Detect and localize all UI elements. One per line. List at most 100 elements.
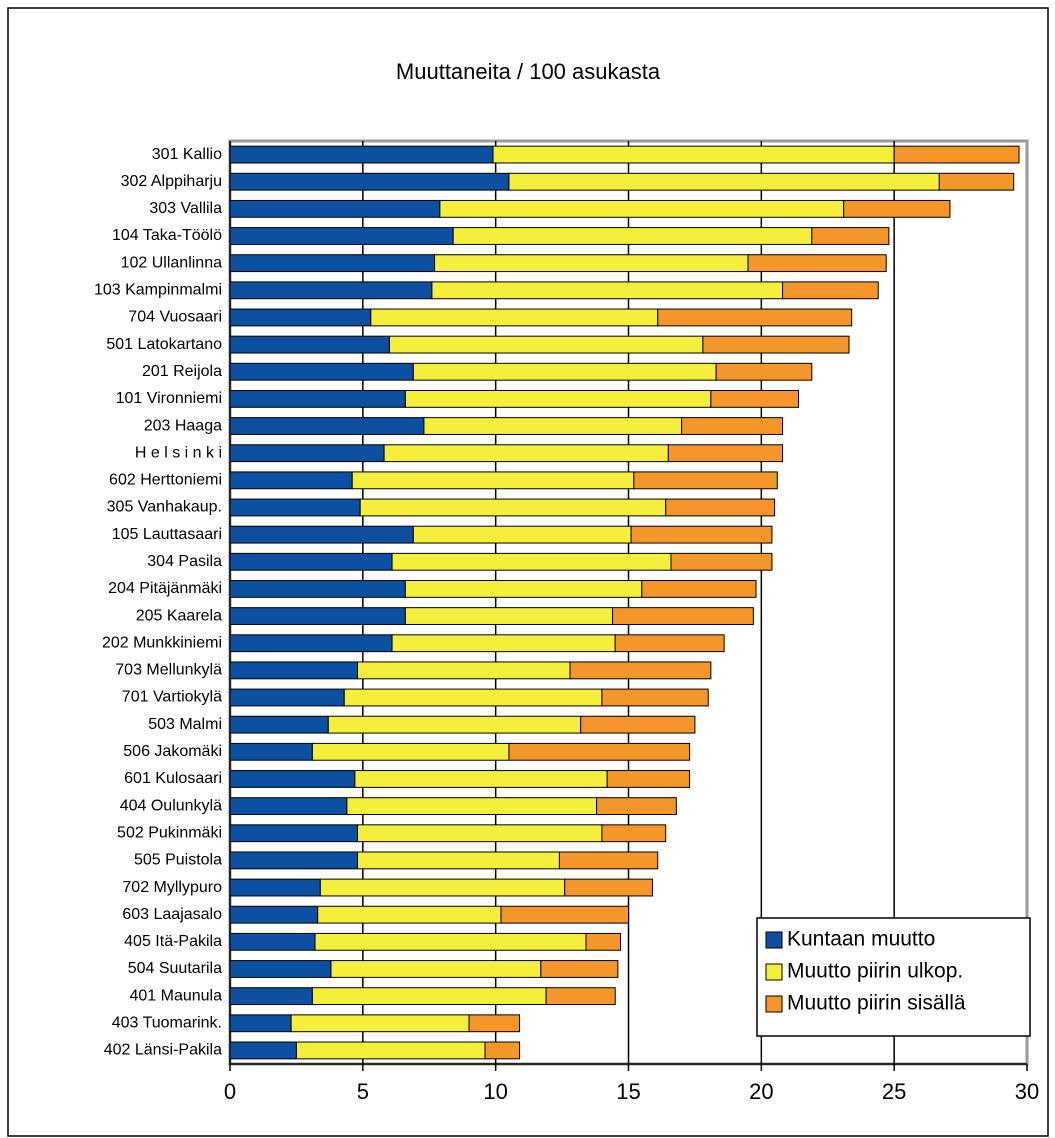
bar-segment: [359, 498, 667, 517]
bar-segment: [681, 417, 784, 435]
y-tick-label: 304 Pasila: [147, 553, 222, 570]
y-tick-label: 101 Vironniemi: [116, 390, 222, 407]
bar-segment: [492, 145, 895, 164]
bar-segment: [229, 960, 332, 978]
bar-segment: [893, 145, 1020, 164]
legend-swatch: [765, 963, 783, 981]
y-tick-label: 202 Munkkiniemi: [102, 634, 222, 651]
bar-segment: [229, 335, 390, 354]
bar-segment: [327, 715, 582, 734]
bar-segment: [938, 172, 1015, 191]
bar-segment: [423, 417, 683, 435]
bar-segment: [229, 607, 406, 625]
bar-segment: [657, 308, 853, 327]
bar-segment: [229, 688, 345, 707]
bar-segment: [439, 199, 845, 218]
chart-title: Muuttaneita / 100 asukasta: [396, 59, 661, 84]
x-tick-label: 30: [1015, 1079, 1039, 1104]
bar-segment: [295, 1041, 486, 1060]
y-tick-label: 203 Haaga: [144, 417, 222, 434]
y-tick-label: 701 Vartiokylä: [122, 689, 222, 706]
y-tick-label: 301 Kallio: [152, 146, 222, 163]
bar-segment: [229, 987, 313, 1006]
y-tick-label: 504 Suutarila: [128, 960, 222, 977]
bar-segment: [354, 770, 608, 788]
bar-segment: [596, 797, 677, 816]
y-tick-label: 703 Mellunkylä: [115, 662, 222, 679]
bar-segment: [229, 851, 359, 870]
bar-segment: [229, 525, 414, 544]
y-tick-label: 603 Laajasalo: [122, 906, 222, 923]
legend-box: [756, 917, 1031, 1037]
y-tick-label: 502 Pukinmäki: [117, 824, 222, 841]
bar-segment: [229, 199, 441, 218]
bar-segment: [290, 1014, 470, 1033]
bar-segment: [346, 797, 598, 816]
y-tick-label: 201 Reijola: [142, 363, 222, 380]
bar-segment: [229, 362, 414, 381]
y-tick-label: 302 Alppiharju: [121, 173, 222, 190]
bar-segment: [601, 688, 709, 707]
y-tick-label: 102 Ullanlinna: [121, 254, 223, 271]
bar-segment: [391, 634, 616, 653]
bar-segment: [545, 987, 616, 1006]
y-tick-label: 205 Kaarela: [136, 607, 222, 624]
bar-segment: [229, 878, 321, 897]
legend-label: Muutto piirin ulkop.: [787, 960, 963, 983]
bar-segment: [412, 525, 632, 544]
y-tick-label: 105 Lauttasaari: [112, 526, 222, 543]
x-tick-label: 0: [224, 1079, 236, 1104]
bar-segment: [357, 851, 560, 870]
bar-segment: [229, 471, 353, 490]
y-tick-label: H e l s i n k i: [135, 444, 222, 461]
bar-segment: [612, 607, 754, 625]
bar-segment: [370, 308, 659, 327]
bar-segment: [229, 932, 316, 951]
bar-segment: [229, 742, 313, 761]
bar-segment: [667, 444, 784, 463]
y-tick-label: 402 Länsi-Pakila: [104, 1042, 222, 1059]
bar-segment: [434, 254, 749, 273]
legend-swatch: [765, 995, 783, 1013]
bar-segment: [229, 145, 494, 164]
x-tick-label: 25: [882, 1079, 906, 1104]
bar-segment: [229, 417, 425, 435]
bar-segment: [383, 444, 669, 463]
bar-segment: [540, 960, 619, 978]
bar-segment: [229, 227, 454, 245]
y-tick-label: 305 Vanhakaup.: [107, 499, 222, 516]
bar-segment: [702, 335, 850, 354]
bar-segment: [710, 389, 800, 408]
y-tick-label: 404 Oulunkylä: [120, 797, 222, 814]
bar-segment: [357, 661, 571, 680]
legend-label: Muutto piirin sisällä: [787, 992, 966, 1015]
y-tick-label: 505 Puistola: [134, 852, 222, 869]
bar-segment: [630, 525, 773, 544]
bar-segment: [614, 634, 725, 653]
bar-segment: [319, 878, 566, 897]
bar-segment: [665, 498, 776, 517]
bar-segment: [633, 471, 778, 490]
x-tick-label: 20: [749, 1079, 773, 1104]
bar-segment: [357, 824, 603, 843]
bar-segment: [229, 661, 359, 680]
bar-segment: [229, 498, 361, 517]
y-tick-label: 405 Itä-Pakila: [124, 933, 222, 950]
bar-segment: [670, 552, 773, 571]
bar-segment: [229, 824, 359, 843]
bar-segment: [484, 1041, 521, 1060]
y-tick-label: 303 Vallila: [149, 200, 222, 217]
bar-segment: [229, 715, 329, 734]
bar-segment: [343, 688, 603, 707]
bar-segment: [431, 281, 784, 300]
bar-segment: [229, 1041, 297, 1060]
y-tick-label: 704 Vuosaari: [128, 309, 222, 326]
bar-segment: [229, 1014, 292, 1033]
bar-segment: [468, 1014, 521, 1033]
x-tick-label: 15: [616, 1079, 640, 1104]
bar-segment: [715, 362, 813, 381]
bar-segment: [229, 389, 406, 408]
y-tick-label: 702 Myllypuro: [122, 879, 222, 896]
bar-segment: [229, 281, 433, 300]
y-tick-label: 506 Jakomäki: [123, 743, 222, 760]
